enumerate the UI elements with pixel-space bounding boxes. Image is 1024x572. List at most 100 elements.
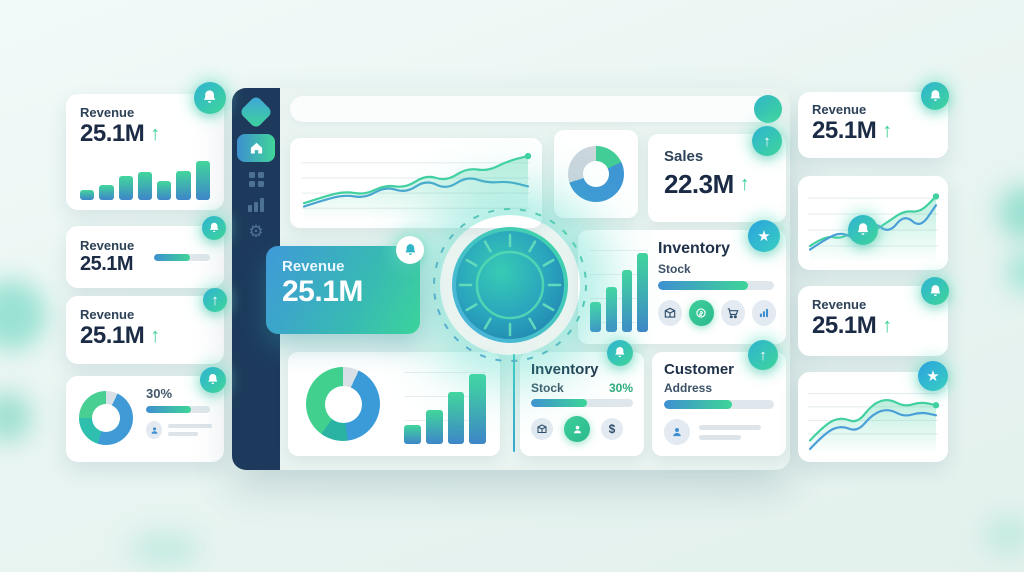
top-header-bar [290,96,782,122]
stats-progress-bar [146,406,210,413]
sidebar-item-settings[interactable]: ⚙ [232,222,280,242]
app-logo [232,95,280,129]
inventory-card: Inventory Stock [578,230,786,344]
sidebar-item-apps[interactable] [232,172,280,187]
revenue-bar-card: Revenue 25.1M ↑ [66,94,224,210]
gear-icon: ⚙ [248,222,264,241]
dashboard-panel: ⚙ Sales 22.3M ↑ Inventory [232,88,878,470]
inventory-small-card: Inventory Stock 30% $ [520,352,644,456]
sidebar-item-analytics[interactable] [232,198,280,212]
bell-notification-badge[interactable] [921,277,949,305]
star-icon: ★ [926,367,940,385]
package-icon[interactable] [658,300,683,326]
field-value: 30% [608,381,633,395]
donut-chart-card [554,130,638,218]
up-arrow-badge[interactable]: ↑ [748,340,778,370]
dial-inner-ring [475,250,545,320]
trend-up-icon: ↑ [150,122,161,145]
cart-icon[interactable] [720,300,745,326]
card-label: Revenue [812,102,867,117]
bottom-stats-card [288,352,500,456]
decor-blob [985,515,1024,555]
bar-chart-icon[interactable] [751,300,776,326]
bell-icon [209,222,219,232]
dial-knob [452,227,568,343]
card-value: 25.1M [812,117,877,144]
bell-icon [204,90,216,104]
up-arrow-badge[interactable]: ↑ [203,288,227,312]
stats-donut-card: 30% [66,376,224,462]
revenue-bar-chart [80,152,210,200]
dollar-icon[interactable]: $ [601,418,623,440]
bell-notification-badge[interactable] [194,82,226,114]
field-label: Stock [658,262,691,276]
bell-notification-badge[interactable] [396,236,424,264]
placeholder-text-line [168,424,212,428]
revenue-overlay-card: Revenue 25.1M [266,246,420,334]
stock-progress-bar [531,399,633,407]
card-label: Revenue [80,238,135,253]
bell-icon [208,374,218,385]
bar-chart-icon [248,198,264,212]
gauge-dial[interactable] [425,200,595,370]
stats-donut-chart [79,391,133,445]
bell-notification-badge[interactable] [848,215,878,245]
up-arrow-icon: ↑ [211,291,219,309]
card-label: Revenue [80,105,135,120]
card-label: Revenue [812,297,867,312]
diamond-logo-icon [239,95,273,129]
card-value: 25.1M [80,253,134,275]
grid-icon [248,172,264,187]
trend-up-icon: ↑ [882,314,893,337]
customer-avatar-icon [664,419,690,445]
user-avatar-icon [146,421,162,439]
dial-ticks [458,233,562,337]
bell-notification-badge[interactable] [202,216,226,240]
line-chart [300,146,532,220]
sidebar-item-home[interactable] [232,134,280,162]
card-label: Sales [664,148,704,165]
line-chart-card-right-bottom [798,372,948,462]
revenue-progress-bar [154,253,210,261]
revenue-trend-card: Revenue 25.1M ↑ [66,296,224,364]
trend-up-icon: ↑ [882,119,893,142]
inventory-bar-chart [590,246,648,332]
decor-blob [0,392,32,442]
sidebar: ⚙ [232,88,280,470]
up-arrow-icon: ↑ [763,132,771,150]
bell-notification-badge[interactable] [921,82,949,110]
card-title: Customer [664,361,735,378]
percent-label: 30% [146,386,173,401]
card-title: Inventory [531,361,599,378]
placeholder-text-line [699,424,761,430]
bell-icon [857,223,869,235]
card-value: 25.1M [80,120,145,147]
stock-progress-bar [658,281,774,290]
decor-blob [1006,250,1024,294]
star-badge[interactable]: ★ [748,220,780,252]
donut-chart [568,146,624,202]
bell-icon [930,89,940,101]
star-badge[interactable]: ★ [918,361,948,391]
package-icon[interactable] [531,418,553,440]
card-value: 25.1M [80,322,145,349]
field-label: Stock [531,381,564,395]
decor-blob [0,280,46,350]
card-value: 22.3M [664,169,734,199]
star-icon: ★ [757,227,771,245]
coin-icon[interactable] [689,300,714,326]
card-value: 25.1M [282,275,363,308]
trend-up-icon: ↑ [739,173,750,195]
revenue-progress-card: Revenue 25.1M [66,226,224,288]
user-avatar[interactable] [754,95,782,123]
bell-notification-badge[interactable] [607,340,633,366]
field-label: Address [664,381,713,395]
card-label: Revenue [80,307,135,322]
bell-notification-badge[interactable] [200,367,226,393]
up-arrow-badge[interactable]: ↑ [752,126,782,156]
user-icon[interactable] [564,416,590,442]
bell-icon [615,347,625,358]
address-progress-bar [664,400,774,409]
placeholder-text-line [699,434,741,440]
